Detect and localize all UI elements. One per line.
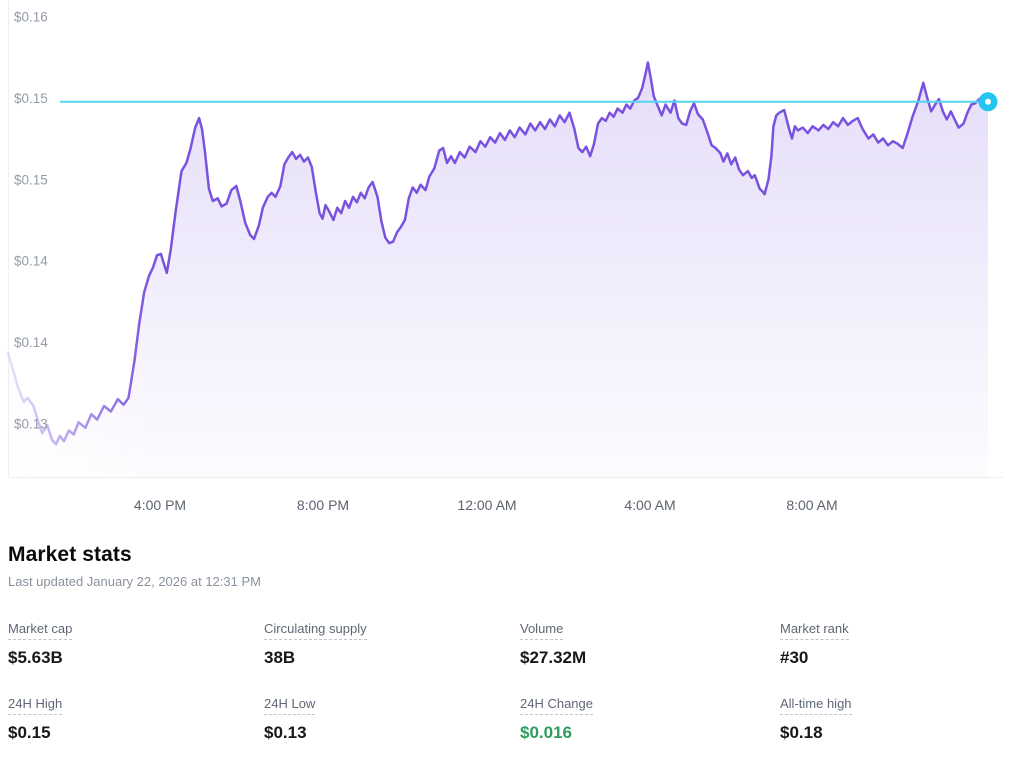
last-updated-text: Last updated January 22, 2026 at 12:31 P… bbox=[8, 574, 261, 589]
stat-label-market-rank[interactable]: Market rank bbox=[780, 621, 849, 640]
stat-value-market-cap: $5.63B bbox=[8, 648, 63, 667]
price-line bbox=[6, 61, 990, 446]
stat-label-all-time-high[interactable]: All-time high bbox=[780, 696, 852, 715]
x-tick-label: 8:00 PM bbox=[296, 497, 350, 513]
stat-24h-high: 24H High $0.15 bbox=[8, 695, 264, 743]
stat-label-market-cap[interactable]: Market cap bbox=[8, 621, 73, 640]
stat-label-24h-change[interactable]: 24H Change bbox=[520, 696, 593, 715]
price-chart[interactable]: $0.16 $0.15 $0.15 $0.14 $0.14 $0.13 bbox=[0, 0, 1024, 478]
market-stats-title: Market stats bbox=[8, 543, 132, 566]
stat-value-volume: $27.32M bbox=[520, 648, 587, 667]
stat-label-circulating-supply[interactable]: Circulating supply bbox=[264, 621, 367, 640]
stat-label-volume[interactable]: Volume bbox=[520, 621, 564, 640]
y-tick-label: $0.15 bbox=[14, 172, 48, 187]
price-chart-svg[interactable]: $0.16 $0.15 $0.15 $0.14 $0.14 $0.13 bbox=[0, 0, 1024, 478]
price-chart-section: $0.16 $0.15 $0.15 $0.14 $0.14 $0.13 4:00 PM 8:… bbox=[0, 0, 1024, 513]
stat-label-24h-high[interactable]: 24H High bbox=[8, 696, 63, 715]
stat-market-rank: Market rank #30 bbox=[780, 620, 1016, 668]
current-price-dot bbox=[978, 92, 998, 112]
stat-value-24h-low: $0.13 bbox=[264, 723, 307, 742]
stats-grid: Market cap $5.63B Circulating supply 38B… bbox=[8, 620, 1016, 743]
stat-value-circulating-supply: 38B bbox=[264, 648, 296, 667]
y-tick-label: $0.13 bbox=[14, 417, 48, 432]
y-tick-label: $0.14 bbox=[14, 254, 48, 269]
stat-volume: Volume $27.32M bbox=[520, 620, 780, 668]
x-tick-label: 4:00 AM bbox=[624, 497, 676, 513]
x-tick-label: 8:00 AM bbox=[786, 497, 838, 513]
stat-circulating-supply: Circulating supply 38B bbox=[264, 620, 520, 668]
stat-value-all-time-high: $0.18 bbox=[780, 723, 823, 742]
stat-label-24h-low[interactable]: 24H Low bbox=[264, 696, 316, 715]
stat-value-24h-high: $0.15 bbox=[8, 723, 51, 742]
stat-value-24h-change: $0.016 bbox=[520, 723, 572, 742]
x-tick-label: 4:00 PM bbox=[133, 497, 187, 513]
stat-market-cap: Market cap $5.63B bbox=[8, 620, 264, 668]
stat-24h-change: 24H Change $0.016 bbox=[520, 695, 780, 743]
stat-all-time-high: All-time high $0.18 bbox=[780, 695, 1016, 743]
y-tick-label: $0.16 bbox=[14, 9, 48, 24]
price-series bbox=[6, 61, 990, 478]
stat-value-market-rank: #30 bbox=[780, 648, 809, 667]
stat-24h-low: 24H Low $0.13 bbox=[264, 695, 520, 743]
x-tick-label: 12:00 AM bbox=[457, 497, 517, 513]
market-stats-section: Market stats Last updated January 22, 20… bbox=[8, 543, 1016, 743]
y-tick-label: $0.15 bbox=[14, 91, 48, 106]
y-tick-label: $0.14 bbox=[14, 335, 48, 350]
price-area-fill bbox=[8, 62, 988, 478]
y-axis-labels: $0.16 $0.15 $0.15 $0.14 $0.14 $0.13 bbox=[14, 9, 48, 431]
